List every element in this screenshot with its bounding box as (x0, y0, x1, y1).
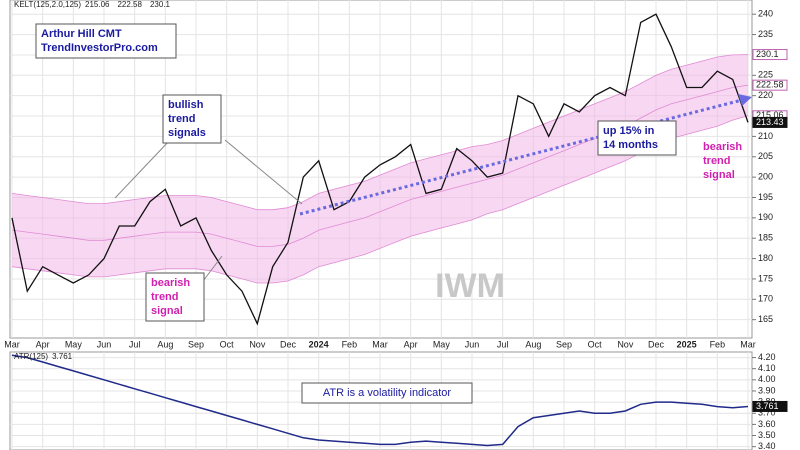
y-tick-label: 195 (758, 192, 773, 202)
channel-upper (11, 54, 749, 211)
atr-legend: ATR(125) 3.761 (14, 352, 73, 361)
annotation-box (35, 23, 177, 59)
x-tick-label: May (433, 339, 451, 349)
last-value-box (752, 400, 788, 412)
atr-annotation-box (301, 382, 473, 404)
annotation-text: signals (168, 127, 206, 139)
y-tick-label: 3.90 (758, 385, 776, 395)
x-tick-label: Aug (525, 339, 541, 349)
annotation-text: bearish (151, 277, 190, 289)
x-tick-label: Dec (280, 339, 297, 349)
annotation-text: 14 months (603, 139, 658, 151)
y-tick-label: 205 (758, 151, 773, 161)
y-tick-label: 180 (758, 253, 773, 263)
annotation-text: trend (168, 113, 196, 125)
last-value-label: 222.58 (756, 80, 784, 90)
arrows (114, 94, 752, 286)
y-tick-label: 3.50 (758, 430, 776, 440)
trend-arrow (299, 98, 743, 216)
x-tick-label: Nov (249, 339, 266, 349)
annotation-text: TrendInvestorPro.com (41, 42, 158, 54)
series-line (11, 354, 749, 447)
y-tick-label: 240 (758, 9, 773, 19)
last-value-box (752, 79, 788, 91)
y-tick-label: 210 (758, 131, 773, 141)
annotation-box (597, 120, 677, 156)
annotation-box (162, 94, 222, 144)
watermark: IWM (435, 267, 505, 305)
x-tick-label: Sep (188, 339, 204, 349)
indicator-legend: KELT(125,2.0,125) 215.06 222.58 230.1 ATR(1… (14, 0, 171, 361)
y-tick-label: 4.20 (758, 352, 776, 362)
last-value-label: 215.06 (756, 110, 784, 120)
y-tick-label: 235 (758, 29, 773, 39)
x-tick-label: Dec (648, 339, 665, 349)
x-tick-label: Sep (556, 339, 572, 349)
y-tick-label: 3.70 (758, 408, 776, 418)
annotation-text: up 15% in (603, 125, 655, 137)
x-tick-label: Oct (220, 339, 235, 349)
x-tick-label: Jun (465, 339, 480, 349)
x-tick-label: 2024 (309, 339, 329, 349)
y-tick-label: 200 (758, 172, 773, 182)
annotation-text: trend (151, 291, 179, 303)
annotation-box (145, 272, 205, 322)
x-tick-label: Feb (342, 339, 358, 349)
annotation-text: trend (703, 155, 731, 167)
y-tick-label: 185 (758, 233, 773, 243)
pointer (224, 139, 303, 205)
atr-panel (9, 351, 753, 450)
x-tick-label: Mar (372, 339, 388, 349)
price-panel (9, 0, 753, 339)
x-tick-label: Feb (710, 339, 726, 349)
legend-label: KELT(125,2.0,125) 215.06 222.58 230.1 (14, 0, 171, 9)
series-line (11, 13, 749, 326)
x-tick-label: Oct (588, 339, 603, 349)
x-tick-label: 2025 (677, 339, 697, 349)
last-value-label: 213.43 (756, 117, 784, 127)
annotation-text: bearish (703, 141, 742, 153)
last-value-label: 230.1 (756, 49, 779, 59)
annotation-text: signal (703, 169, 735, 181)
last-value-label: 3.761 (756, 401, 779, 411)
last-value-box (752, 116, 788, 128)
x-tick-label: Jul (129, 339, 141, 349)
x-tick-label: Apr (404, 339, 418, 349)
annotation-text: bullish (168, 99, 204, 111)
y-tick-label: 3.40 (758, 441, 776, 450)
x-tick-label: Jul (497, 339, 509, 349)
y-tick-label: 225 (758, 70, 773, 80)
y-tick-label: 4.00 (758, 374, 776, 384)
annotation-text: Arthur Hill CMT (41, 28, 122, 40)
annotation-text: signal (151, 305, 183, 317)
arrow-head (738, 94, 752, 106)
x-tick-label: Mar (4, 339, 20, 349)
y-tick-label: 220 (758, 90, 773, 100)
x-tick-label: Aug (157, 339, 173, 349)
x-tick-label: May (65, 339, 83, 349)
x-tick-label: Jun (97, 339, 112, 349)
x-tick-label: Mar (740, 339, 756, 349)
y-tick-label: 3.60 (758, 419, 776, 429)
x-tick-label: Nov (617, 339, 634, 349)
last-value-box (752, 49, 788, 61)
channel-lower (11, 115, 749, 284)
channel-fill (12, 54, 748, 284)
y-tick-label: 170 (758, 294, 773, 304)
pointer (114, 139, 171, 199)
y-tick-label: 175 (758, 273, 773, 283)
y-tick-label: 4.10 (758, 363, 776, 373)
x-tick-label: Apr (36, 339, 50, 349)
atr-annotation: ATR is a volatility indicator (323, 387, 452, 399)
y-tick-label: 190 (758, 212, 773, 222)
y-tick-label: 165 (758, 314, 773, 324)
